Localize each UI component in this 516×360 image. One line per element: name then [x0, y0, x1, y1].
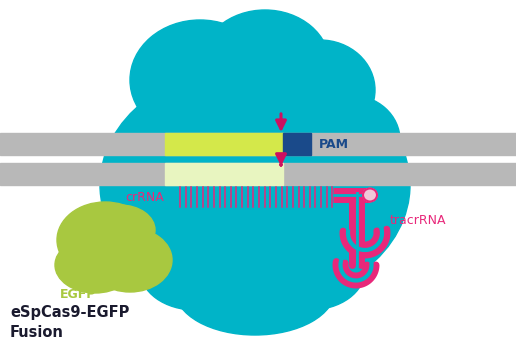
Text: tracrRNA: tracrRNA: [390, 213, 446, 226]
Ellipse shape: [363, 189, 377, 202]
Ellipse shape: [200, 10, 330, 120]
Text: eSpCas9-EGFP
Fusion: eSpCas9-EGFP Fusion: [10, 305, 130, 340]
Ellipse shape: [85, 205, 155, 255]
Ellipse shape: [140, 230, 250, 310]
Bar: [0, 133, 516, 155]
Ellipse shape: [175, 245, 335, 335]
Ellipse shape: [57, 202, 153, 278]
Ellipse shape: [55, 237, 135, 293]
Ellipse shape: [265, 40, 375, 140]
Text: PAM: PAM: [319, 138, 349, 150]
Ellipse shape: [88, 228, 172, 292]
Ellipse shape: [300, 95, 400, 185]
Bar: [165, 133, 283, 155]
Ellipse shape: [255, 230, 365, 310]
Ellipse shape: [115, 115, 225, 205]
Bar: [165, 163, 283, 185]
Bar: [283, 133, 311, 155]
Bar: [0, 163, 516, 185]
Ellipse shape: [100, 65, 410, 305]
Ellipse shape: [130, 20, 270, 140]
Text: EGFP: EGFP: [60, 288, 96, 302]
Text: crRNA: crRNA: [125, 190, 164, 203]
